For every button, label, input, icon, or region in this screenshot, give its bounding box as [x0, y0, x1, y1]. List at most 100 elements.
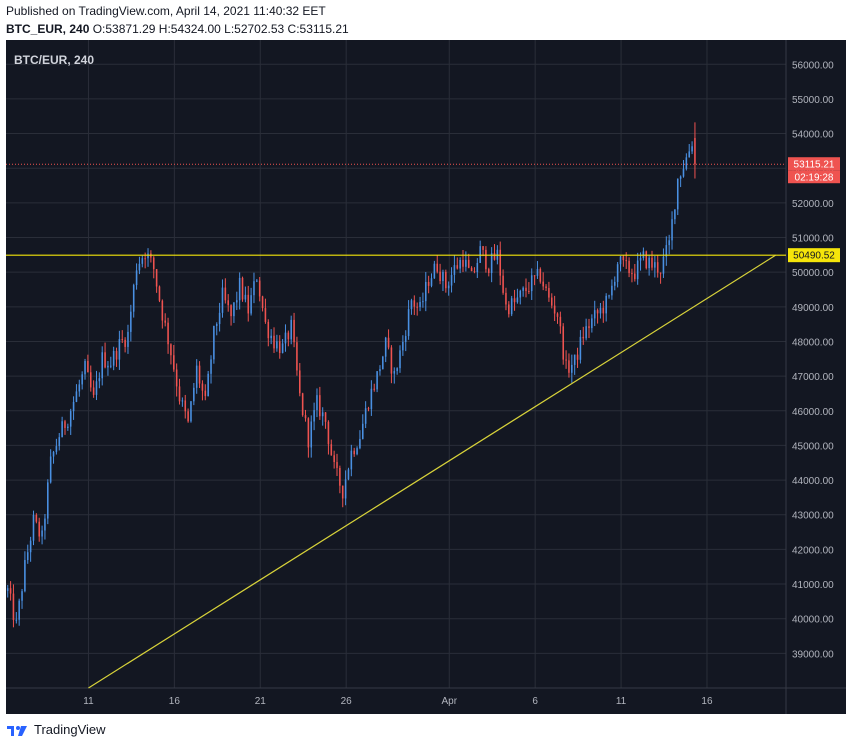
candle-body	[591, 318, 593, 329]
price-chart[interactable]: 39000.00 40000.00 41000.00 42000.00 43000.00…	[6, 40, 846, 714]
candle-body	[656, 262, 659, 273]
candle-body	[75, 391, 78, 402]
x-tick-label: 21	[255, 696, 267, 707]
candle-body	[9, 588, 12, 594]
candle-body	[353, 450, 355, 455]
candle-body	[545, 286, 547, 289]
candle-body	[201, 383, 204, 391]
tradingview-brand[interactable]: TradingView	[34, 722, 106, 737]
chart-area[interactable]: 39000.00 40000.00 41000.00 42000.00 43000.00…	[6, 40, 846, 714]
candle-body	[376, 371, 378, 390]
candle-body	[645, 251, 648, 269]
candle-body	[668, 240, 670, 246]
symbol-ohlc-line: BTC_EUR, 240 O:53871.29 H:54324.00 L:527…	[6, 22, 349, 36]
candle-body	[631, 273, 633, 275]
candle-body	[625, 260, 628, 262]
ascending-trendline	[88, 254, 777, 689]
y-tick-label: 47000.00	[792, 372, 834, 383]
candle-body	[636, 260, 639, 280]
candle-body	[307, 418, 310, 448]
candle-body	[447, 285, 450, 289]
candle-body	[236, 300, 238, 303]
candle-body	[674, 209, 676, 220]
candle-body	[78, 384, 81, 392]
candle-body	[175, 369, 178, 387]
candle-body	[373, 388, 376, 390]
candle-body	[112, 351, 115, 366]
candle-body	[470, 267, 473, 272]
candle-body	[215, 324, 218, 326]
candle-body	[198, 365, 201, 384]
candle-body	[487, 269, 490, 273]
y-tick-label: 43000.00	[792, 511, 834, 522]
candle-body	[89, 372, 92, 388]
candle-body	[95, 381, 98, 395]
candle-body	[550, 297, 553, 306]
candle-body	[213, 325, 215, 360]
candle-body	[476, 262, 479, 273]
candle-body	[579, 336, 582, 360]
candle-body	[227, 300, 229, 306]
candle-body	[35, 514, 38, 522]
candle-body	[516, 297, 519, 303]
candle-body	[69, 411, 72, 427]
candle-body	[124, 339, 126, 347]
candle-body	[316, 395, 318, 411]
x-tick-label: 11	[83, 696, 94, 707]
y-tick-label: 49000.00	[792, 303, 834, 314]
candle-body	[522, 287, 524, 291]
published-info: Published on TradingView.com, April 14, …	[6, 4, 326, 18]
candle-body	[327, 421, 330, 445]
candle-body	[465, 259, 467, 267]
last-price-label: 53115.21	[794, 160, 835, 171]
candle-body	[628, 260, 630, 274]
y-tick-label: 51000.00	[792, 234, 834, 245]
last-price-badge	[788, 157, 840, 171]
candle-body	[339, 467, 341, 486]
candle-body	[479, 246, 481, 263]
y-tick-label: 40000.00	[792, 615, 834, 626]
y-tick-label: 46000.00	[792, 407, 834, 418]
candle-body	[413, 300, 416, 307]
candle-body	[505, 292, 507, 305]
candle-body	[115, 351, 118, 360]
candle-body	[184, 400, 187, 412]
y-tick-label: 41000.00	[792, 580, 834, 591]
candle-body	[107, 365, 109, 368]
candle-body	[72, 401, 75, 412]
candle-body	[167, 322, 169, 345]
x-tick-label: 26	[341, 696, 353, 707]
tradingview-logo-icon[interactable]	[6, 723, 28, 737]
candle-body	[393, 371, 396, 374]
candle-body	[350, 450, 353, 470]
candle-body	[118, 339, 121, 360]
x-tick-label: 6	[532, 696, 538, 707]
candle-body	[256, 280, 258, 282]
candle-body	[573, 354, 576, 365]
candle-body	[324, 412, 327, 422]
candle-body	[599, 307, 602, 314]
candle-body	[12, 593, 15, 620]
candle-body	[382, 356, 384, 370]
candle-body	[442, 271, 444, 282]
candle-body	[467, 259, 470, 268]
candle-body	[296, 342, 298, 371]
candle-body	[178, 386, 181, 402]
candle-body	[410, 300, 413, 310]
candle-body	[92, 387, 95, 395]
candle-body	[281, 343, 284, 353]
candle-body	[161, 300, 164, 321]
candle-body	[304, 415, 307, 419]
candle-body	[218, 312, 221, 325]
candle-body	[224, 287, 227, 301]
candle-body	[605, 295, 607, 314]
candle-body	[387, 337, 390, 348]
candle-body	[293, 319, 295, 343]
candle-body	[193, 387, 195, 402]
candle-body	[384, 337, 387, 357]
candle-body	[190, 401, 192, 422]
candle-body	[130, 311, 132, 332]
candle-body	[462, 259, 464, 267]
candle-body	[330, 444, 333, 456]
candle-body	[247, 294, 250, 314]
